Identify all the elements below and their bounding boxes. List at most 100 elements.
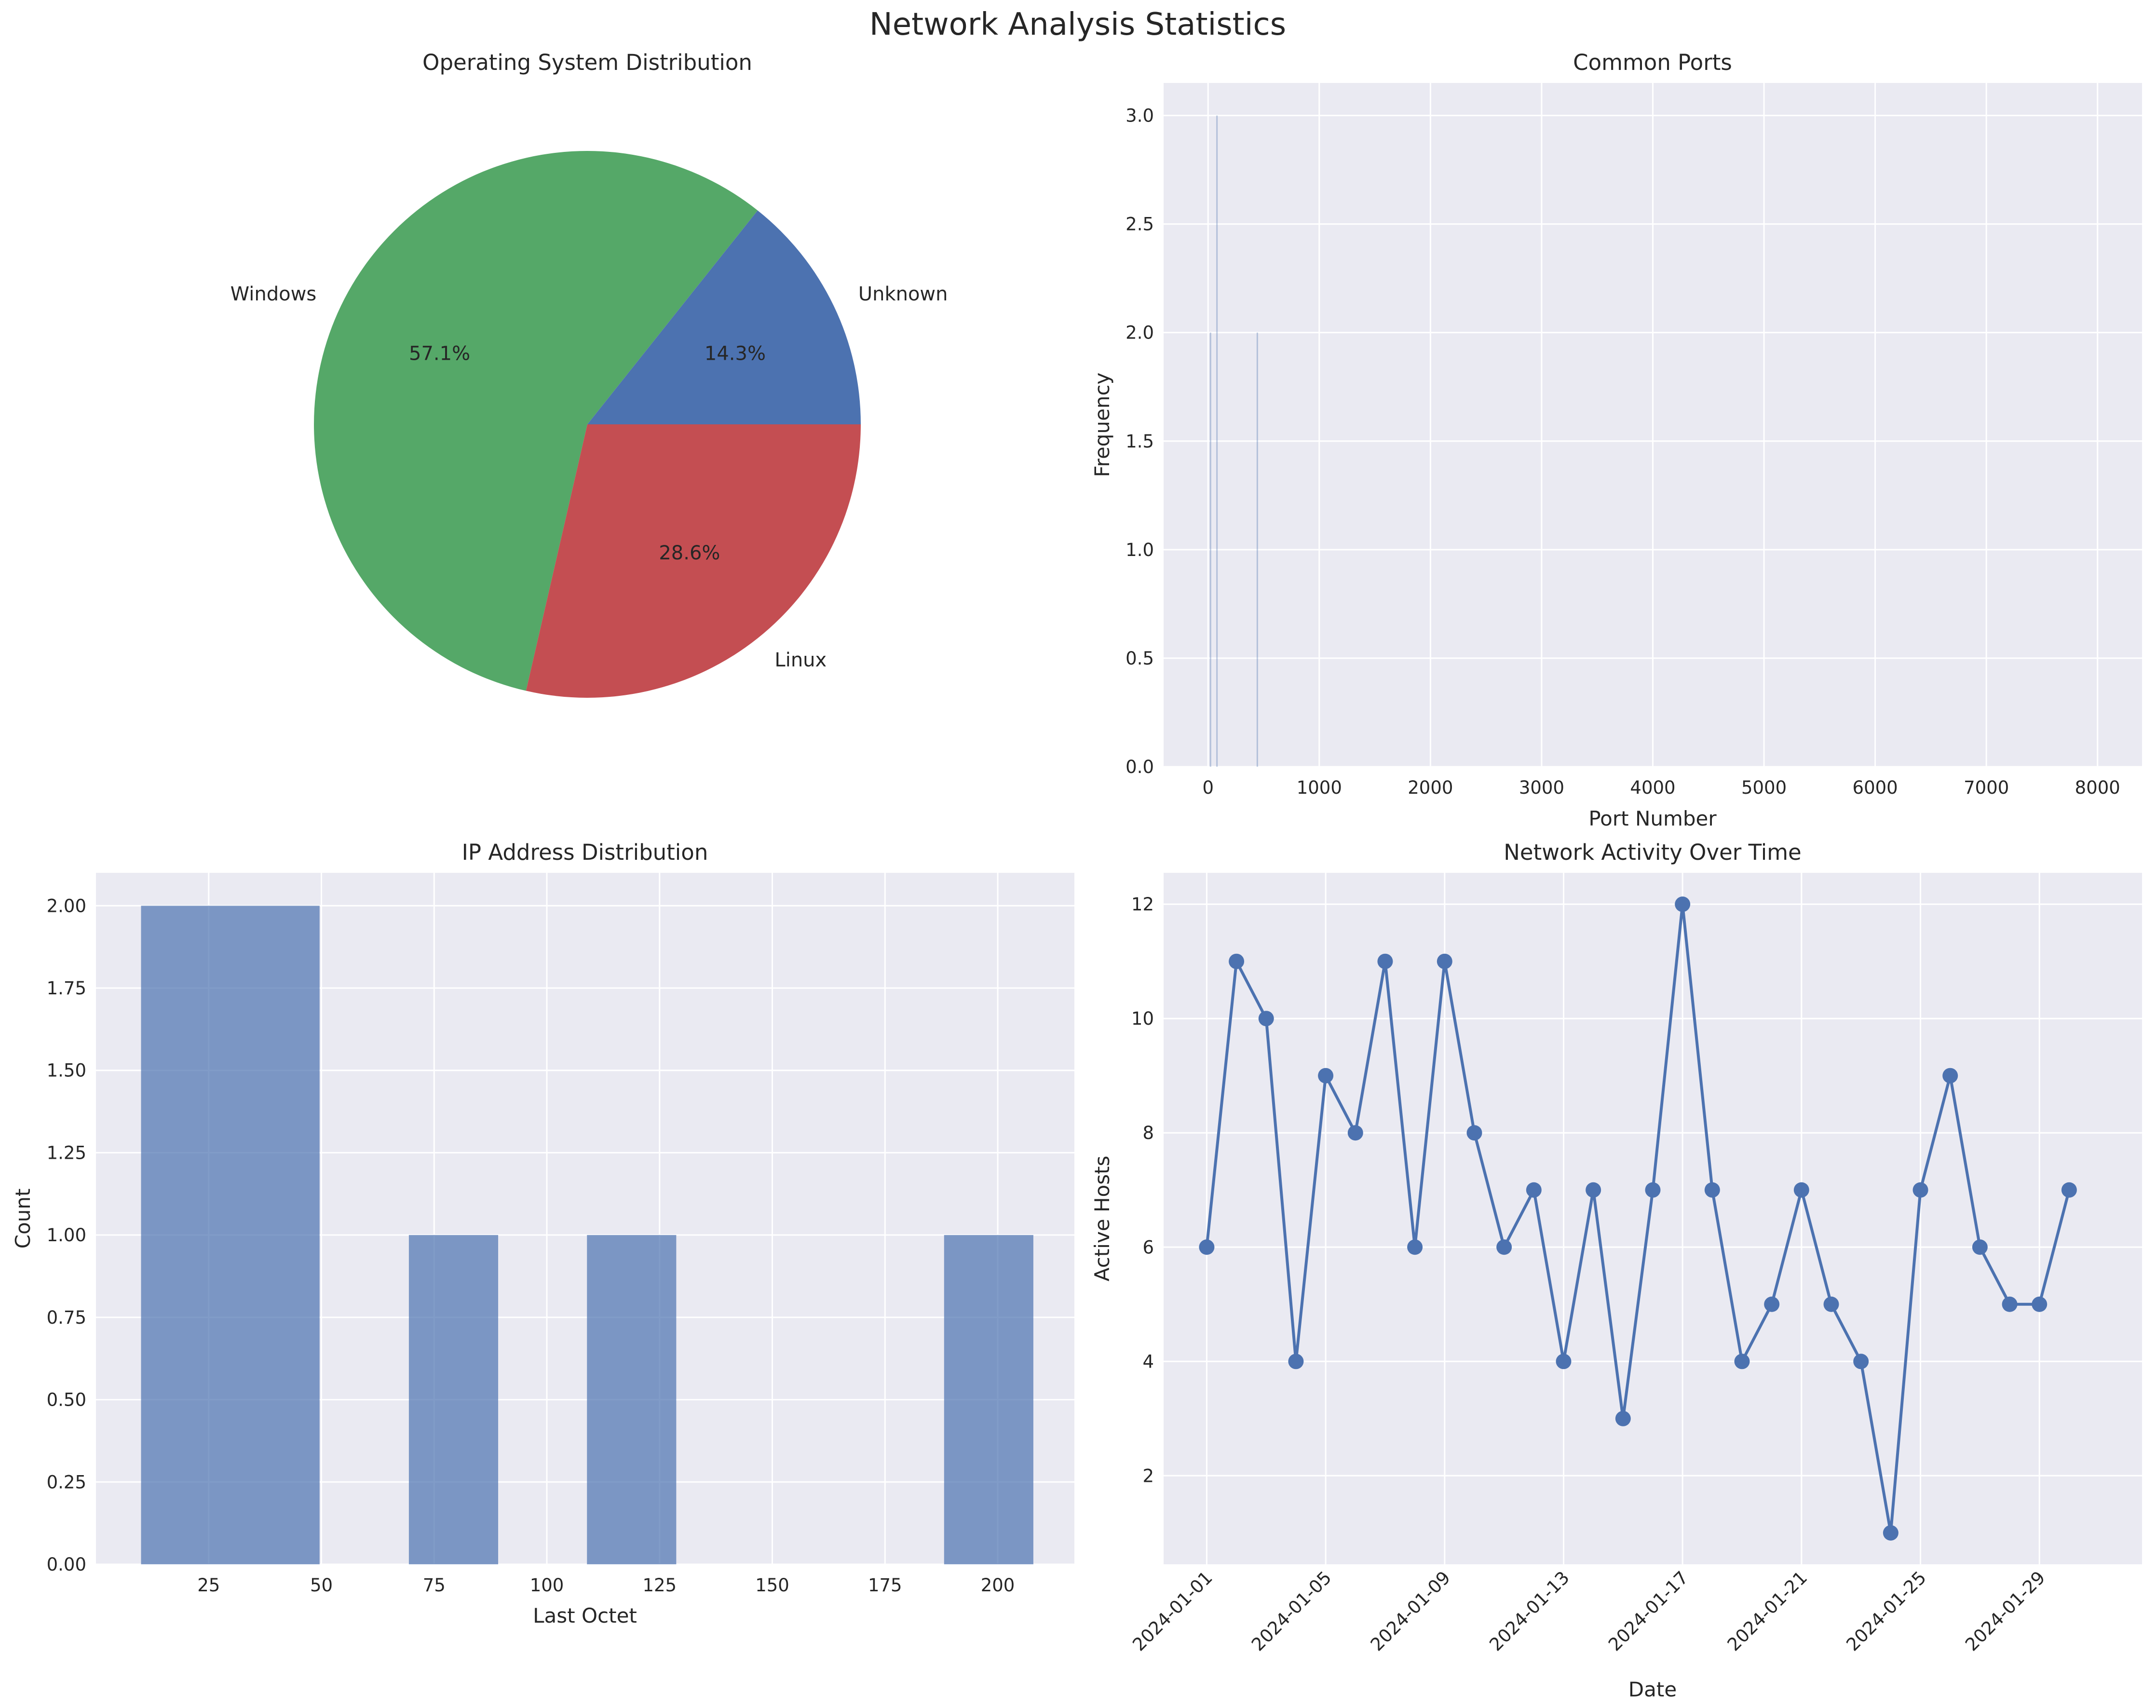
network-activity-ytick-label: 2 — [1142, 1465, 1154, 1486]
ip-distribution-xtick-label: 125 — [642, 1575, 677, 1596]
ip-distribution-xtick-label: 150 — [755, 1575, 789, 1596]
ip-distribution-bar — [141, 906, 320, 1564]
network-activity-ytick-label: 4 — [1142, 1351, 1154, 1372]
network-activity-ytick-label: 6 — [1142, 1237, 1154, 1258]
network-activity-point — [1704, 1182, 1720, 1198]
ip-distribution-ytick-label: 1.75 — [47, 978, 86, 999]
ip-distribution-xlabel: Last Octet — [533, 1604, 637, 1627]
pie-percent-windows: 57.1% — [409, 342, 470, 365]
common-ports-xlabel: Port Number — [1588, 807, 1717, 830]
pie-label-windows: Windows — [231, 283, 317, 305]
pie-slice-windows — [314, 151, 758, 691]
common-ports-xtick-label: 4000 — [1630, 777, 1675, 798]
pie-slice-unknown — [587, 210, 861, 424]
network-activity-line — [1205, 903, 2071, 1534]
common-ports-ytick-label: 0.5 — [1125, 648, 1154, 669]
network-activity-point — [1347, 1125, 1363, 1141]
ip-distribution-ytick-label: 1.25 — [47, 1142, 86, 1163]
ip-distribution-ytick-label: 0.50 — [47, 1390, 86, 1410]
network-activity-ytick-label: 8 — [1142, 1123, 1154, 1143]
network-activity-point — [1734, 1354, 1750, 1369]
network-activity-point — [1764, 1296, 1780, 1312]
network-activity-point — [1437, 953, 1452, 969]
network-activity-xtick-label: 2024-01-01 — [1128, 1567, 1216, 1655]
pie-slice-linux — [526, 424, 861, 698]
common-ports-xtick-label: 5000 — [1741, 777, 1787, 798]
network-activity-xtick-label: 2024-01-13 — [1485, 1567, 1573, 1655]
common-ports-bar — [1216, 115, 1218, 767]
network-activity-point — [1466, 1125, 1482, 1141]
ip-distribution-title: IP Address Distribution — [462, 840, 708, 865]
pie-percent-linux: 28.6% — [659, 542, 720, 564]
ip-distribution-xtick-label: 75 — [423, 1575, 446, 1596]
network-activity-point — [1556, 1354, 1572, 1369]
common-ports-ytick-label: 2.5 — [1125, 214, 1154, 235]
network-activity-ytick-label: 10 — [1131, 1008, 1154, 1029]
figure-title: Network Analysis Statistics — [869, 7, 1286, 42]
common-ports-bar — [1256, 332, 1258, 767]
common-ports-xtick-label: 3000 — [1519, 777, 1564, 798]
ip-distribution-ytick-label: 0.75 — [47, 1307, 86, 1328]
common-ports-ytick-label: 2.0 — [1125, 323, 1154, 343]
network-activity-xtick-label: 2024-01-29 — [1961, 1567, 2049, 1655]
network-activity-point — [1942, 1068, 1958, 1084]
network-activity-point — [1586, 1182, 1601, 1198]
ip-distribution-ylabel: Count — [11, 1189, 35, 1249]
network-activity-point — [1823, 1296, 1839, 1312]
network-activity-xtick-label: 2024-01-05 — [1247, 1567, 1335, 1655]
network-activity-point — [1288, 1354, 1304, 1369]
network-activity-point — [2061, 1182, 2077, 1198]
ip-distribution-ytick-label: 2.00 — [47, 895, 86, 916]
common-ports-chart: Common Ports Port Number Frequency 0.0 0.… — [1090, 50, 2142, 830]
pie-label-unknown: Unknown — [858, 283, 948, 305]
ip-distribution-xtick-label: 200 — [981, 1575, 1015, 1596]
ip-distribution-xtick-label: 50 — [310, 1575, 333, 1596]
network-activity-point — [1853, 1354, 1869, 1369]
network-activity-point — [1199, 1239, 1215, 1255]
pie-label-linux: Linux — [774, 649, 827, 671]
common-ports-xtick-label: 6000 — [1853, 777, 1898, 798]
common-ports-xtick-label: 8000 — [2075, 777, 2120, 798]
common-ports-ytick-label: 1.5 — [1125, 431, 1154, 452]
ip-distribution-xtick-label: 100 — [530, 1575, 564, 1596]
common-ports-ytick-label: 3.0 — [1125, 106, 1154, 126]
common-ports-xtick-label: 1000 — [1297, 777, 1342, 798]
network-activity-point — [1645, 1182, 1661, 1198]
network-activity-point — [1883, 1525, 1898, 1541]
network-activity-point — [1793, 1182, 1809, 1198]
network-activity-point — [1377, 953, 1393, 969]
ip-distribution-ytick-label: 1.00 — [47, 1225, 86, 1246]
network-activity-point — [1526, 1182, 1542, 1198]
ip-distribution-bar — [587, 1235, 677, 1564]
network-activity-chart: Network Activity Over Time Date Active H… — [1090, 840, 2142, 1701]
common-ports-ytick-label: 0.0 — [1125, 757, 1154, 777]
network-activity-xtick-label: 2024-01-09 — [1367, 1567, 1454, 1655]
common-ports-ytick-label: 1.0 — [1125, 540, 1154, 560]
network-activity-point — [1496, 1239, 1512, 1255]
network-activity-point — [2032, 1296, 2048, 1312]
network-activity-point — [1258, 1011, 1274, 1027]
os-distribution-title: Operating System Distribution — [422, 50, 752, 75]
network-activity-ylabel: Active Hosts — [1090, 1156, 1114, 1282]
network-activity-point — [1407, 1239, 1423, 1255]
ip-distribution-xtick-label: 25 — [197, 1575, 220, 1596]
ip-distribution-chart: IP Address Distribution Last Octet Count… — [11, 840, 1074, 1627]
network-activity-xtick-label: 2024-01-21 — [1723, 1567, 1811, 1655]
ip-distribution-ytick-label: 0.25 — [47, 1472, 86, 1492]
common-ports-title: Common Ports — [1573, 50, 1732, 75]
common-ports-xtick-label: 2000 — [1408, 777, 1453, 798]
common-ports-xtick-label: 7000 — [1964, 777, 2009, 798]
ip-distribution-bar — [408, 1235, 499, 1564]
network-activity-point — [1972, 1239, 1988, 1255]
network-activity-xtick-label: 2024-01-25 — [1842, 1567, 1930, 1655]
network-activity-ytick-label: 12 — [1131, 894, 1154, 915]
network-activity-point — [2002, 1296, 2018, 1312]
network-activity-point — [1615, 1410, 1631, 1426]
ip-distribution-ytick-label: 0.00 — [47, 1554, 86, 1575]
common-ports-bar — [1209, 332, 1211, 767]
network-activity-point — [1229, 953, 1245, 969]
network-activity-plot-area — [1164, 873, 2142, 1564]
network-activity-point — [1912, 1182, 1928, 1198]
ip-distribution-bar — [944, 1235, 1033, 1564]
